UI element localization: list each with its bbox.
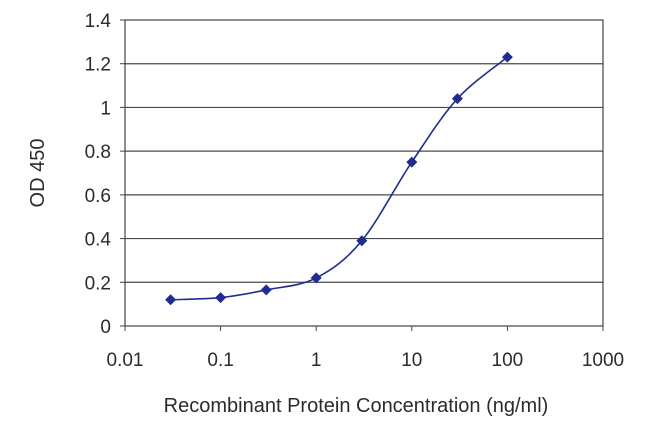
y-tick-label: 1	[100, 98, 111, 119]
x-tick-label: 1	[311, 350, 322, 371]
y-tick-label: 0.4	[85, 230, 112, 251]
y-axis-title: OD 450	[27, 139, 49, 208]
x-axis-title: Recombinant Protein Concentration (ng/ml…	[164, 395, 549, 417]
data-point	[356, 235, 368, 247]
data-point	[451, 93, 463, 105]
y-tick-label: 0	[100, 317, 111, 338]
x-tick-label: 0.01	[107, 350, 144, 371]
x-tick-label: 10	[401, 350, 422, 371]
data-point	[165, 294, 177, 306]
y-axis-ticks: 0 0.2 0.4 0.6 0.8 1 1.2 1.4	[85, 11, 125, 338]
data-point	[215, 292, 227, 304]
y-tick-label: 0.2	[85, 273, 111, 294]
fit-curve	[170, 56, 508, 301]
grid-lines	[125, 63, 603, 283]
y-tick-label: 1.4	[85, 11, 112, 32]
data-points	[165, 51, 513, 306]
data-point	[501, 51, 513, 63]
plot-area-frame	[124, 19, 604, 327]
data-point	[260, 284, 272, 296]
x-axis-ticks: 0.01 0.1 1 10 100 1000	[107, 326, 624, 371]
y-tick-label: 0.8	[85, 142, 111, 163]
data-point	[310, 272, 322, 284]
x-tick-label: 1000	[582, 350, 624, 371]
x-tick-label: 100	[492, 350, 524, 371]
y-tick-label: 0.6	[85, 186, 111, 207]
y-tick-label: 1.2	[85, 55, 111, 76]
data-point	[406, 156, 418, 168]
x-tick-label: 0.1	[207, 350, 233, 371]
